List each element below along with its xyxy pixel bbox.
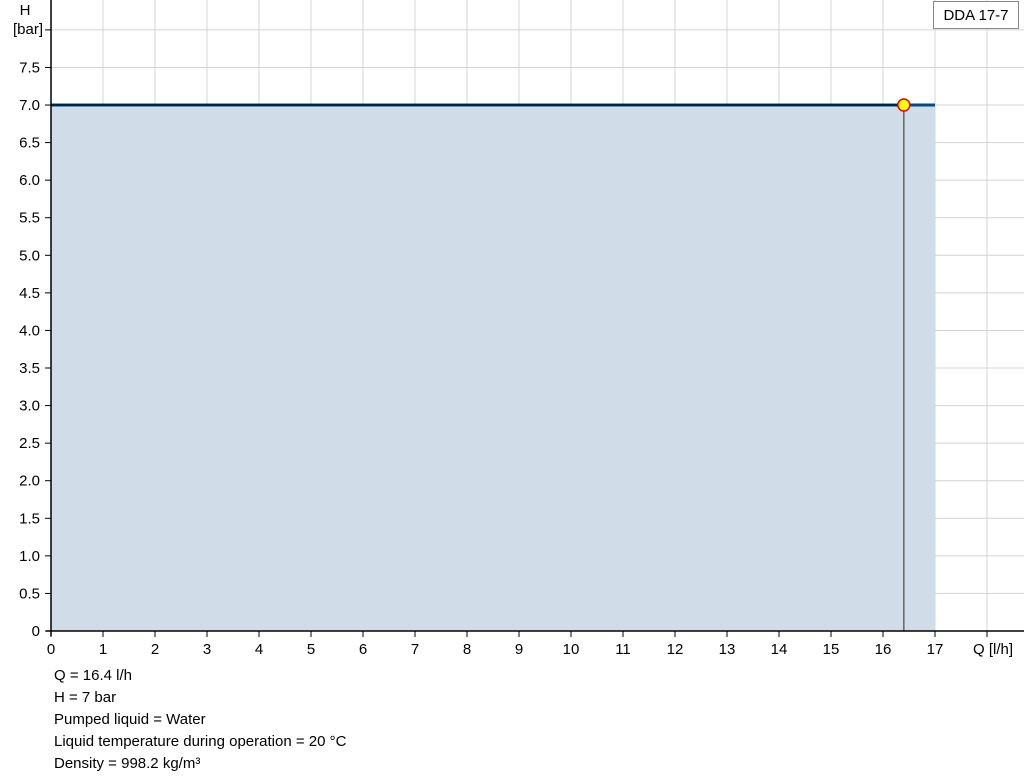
y-tick-label: 6.0 (19, 172, 40, 189)
x-tick-label: 1 (99, 641, 107, 658)
operating-point (897, 98, 911, 112)
x-tick-label: 5 (307, 641, 315, 658)
info-flow: Q = 16.4 l/h (54, 667, 132, 684)
legend-pump-name: DDA 17-7 (933, 1, 1019, 29)
info-liquid: Pumped liquid = Water (54, 711, 206, 728)
info-density: Density = 998.2 kg/m³ (54, 755, 201, 772)
y-axis-label-unit: [bar] (13, 21, 43, 38)
operating-info: Q = 16.4 l/h H = 7 bar Pumped liquid = W… (54, 665, 346, 775)
x-tick-label: 8 (463, 641, 471, 658)
x-axis-label: Q [l/h] (973, 641, 1013, 658)
x-tick-label: 16 (875, 641, 892, 658)
x-tick-label: 9 (515, 641, 523, 658)
y-tick-label: 6.5 (19, 135, 40, 152)
x-tick-label: 4 (255, 641, 263, 658)
y-tick-label: 1.0 (19, 548, 40, 565)
y-tick-label: 2.0 (19, 473, 40, 490)
y-tick-label: 1.5 (19, 510, 40, 527)
x-tick-label: 2 (151, 641, 159, 658)
y-tick-label: 5.5 (19, 210, 40, 227)
x-tick-label: 11 (615, 641, 631, 658)
y-tick-label: 4.0 (19, 322, 40, 339)
curve-area (51, 98, 935, 631)
y-tick-label: 0.5 (19, 585, 40, 602)
x-tick-label: 3 (203, 641, 211, 658)
x-tick-label: 13 (719, 641, 736, 658)
y-tick-label: 7.0 (19, 97, 40, 114)
x-tick-label: 7 (411, 641, 419, 658)
x-tick-label: 17 (927, 641, 944, 658)
x-tick-label: 12 (667, 641, 684, 658)
y-tick-label: 7.5 (19, 59, 40, 76)
axes (45, 0, 1024, 637)
info-head: H = 7 bar (54, 689, 117, 706)
x-tick-label: 15 (823, 641, 840, 658)
y-tick-label: 2.5 (19, 435, 40, 452)
x-tick-label: 10 (563, 641, 580, 658)
y-tick-label: 0 (32, 623, 40, 640)
tick-labels: 0 1 2 3 4 5 6 7 8 9 10 11 12 13 14 15 16 1700.51.01.52.02… (19, 59, 943, 658)
info-temperature: Liquid temperature during operation = 20… (54, 733, 347, 750)
x-tick-label: 6 (359, 641, 367, 658)
y-tick-label: 3.5 (19, 360, 40, 377)
y-axis-label-h: H (20, 2, 31, 19)
curve-fill (51, 105, 935, 631)
x-tick-label: 14 (771, 641, 788, 658)
y-tick-label: 3.0 (19, 398, 40, 415)
y-tick-label: 5.0 (19, 247, 40, 264)
x-tick-label: 0 (47, 641, 55, 658)
y-tick-label: 4.5 (19, 285, 40, 302)
